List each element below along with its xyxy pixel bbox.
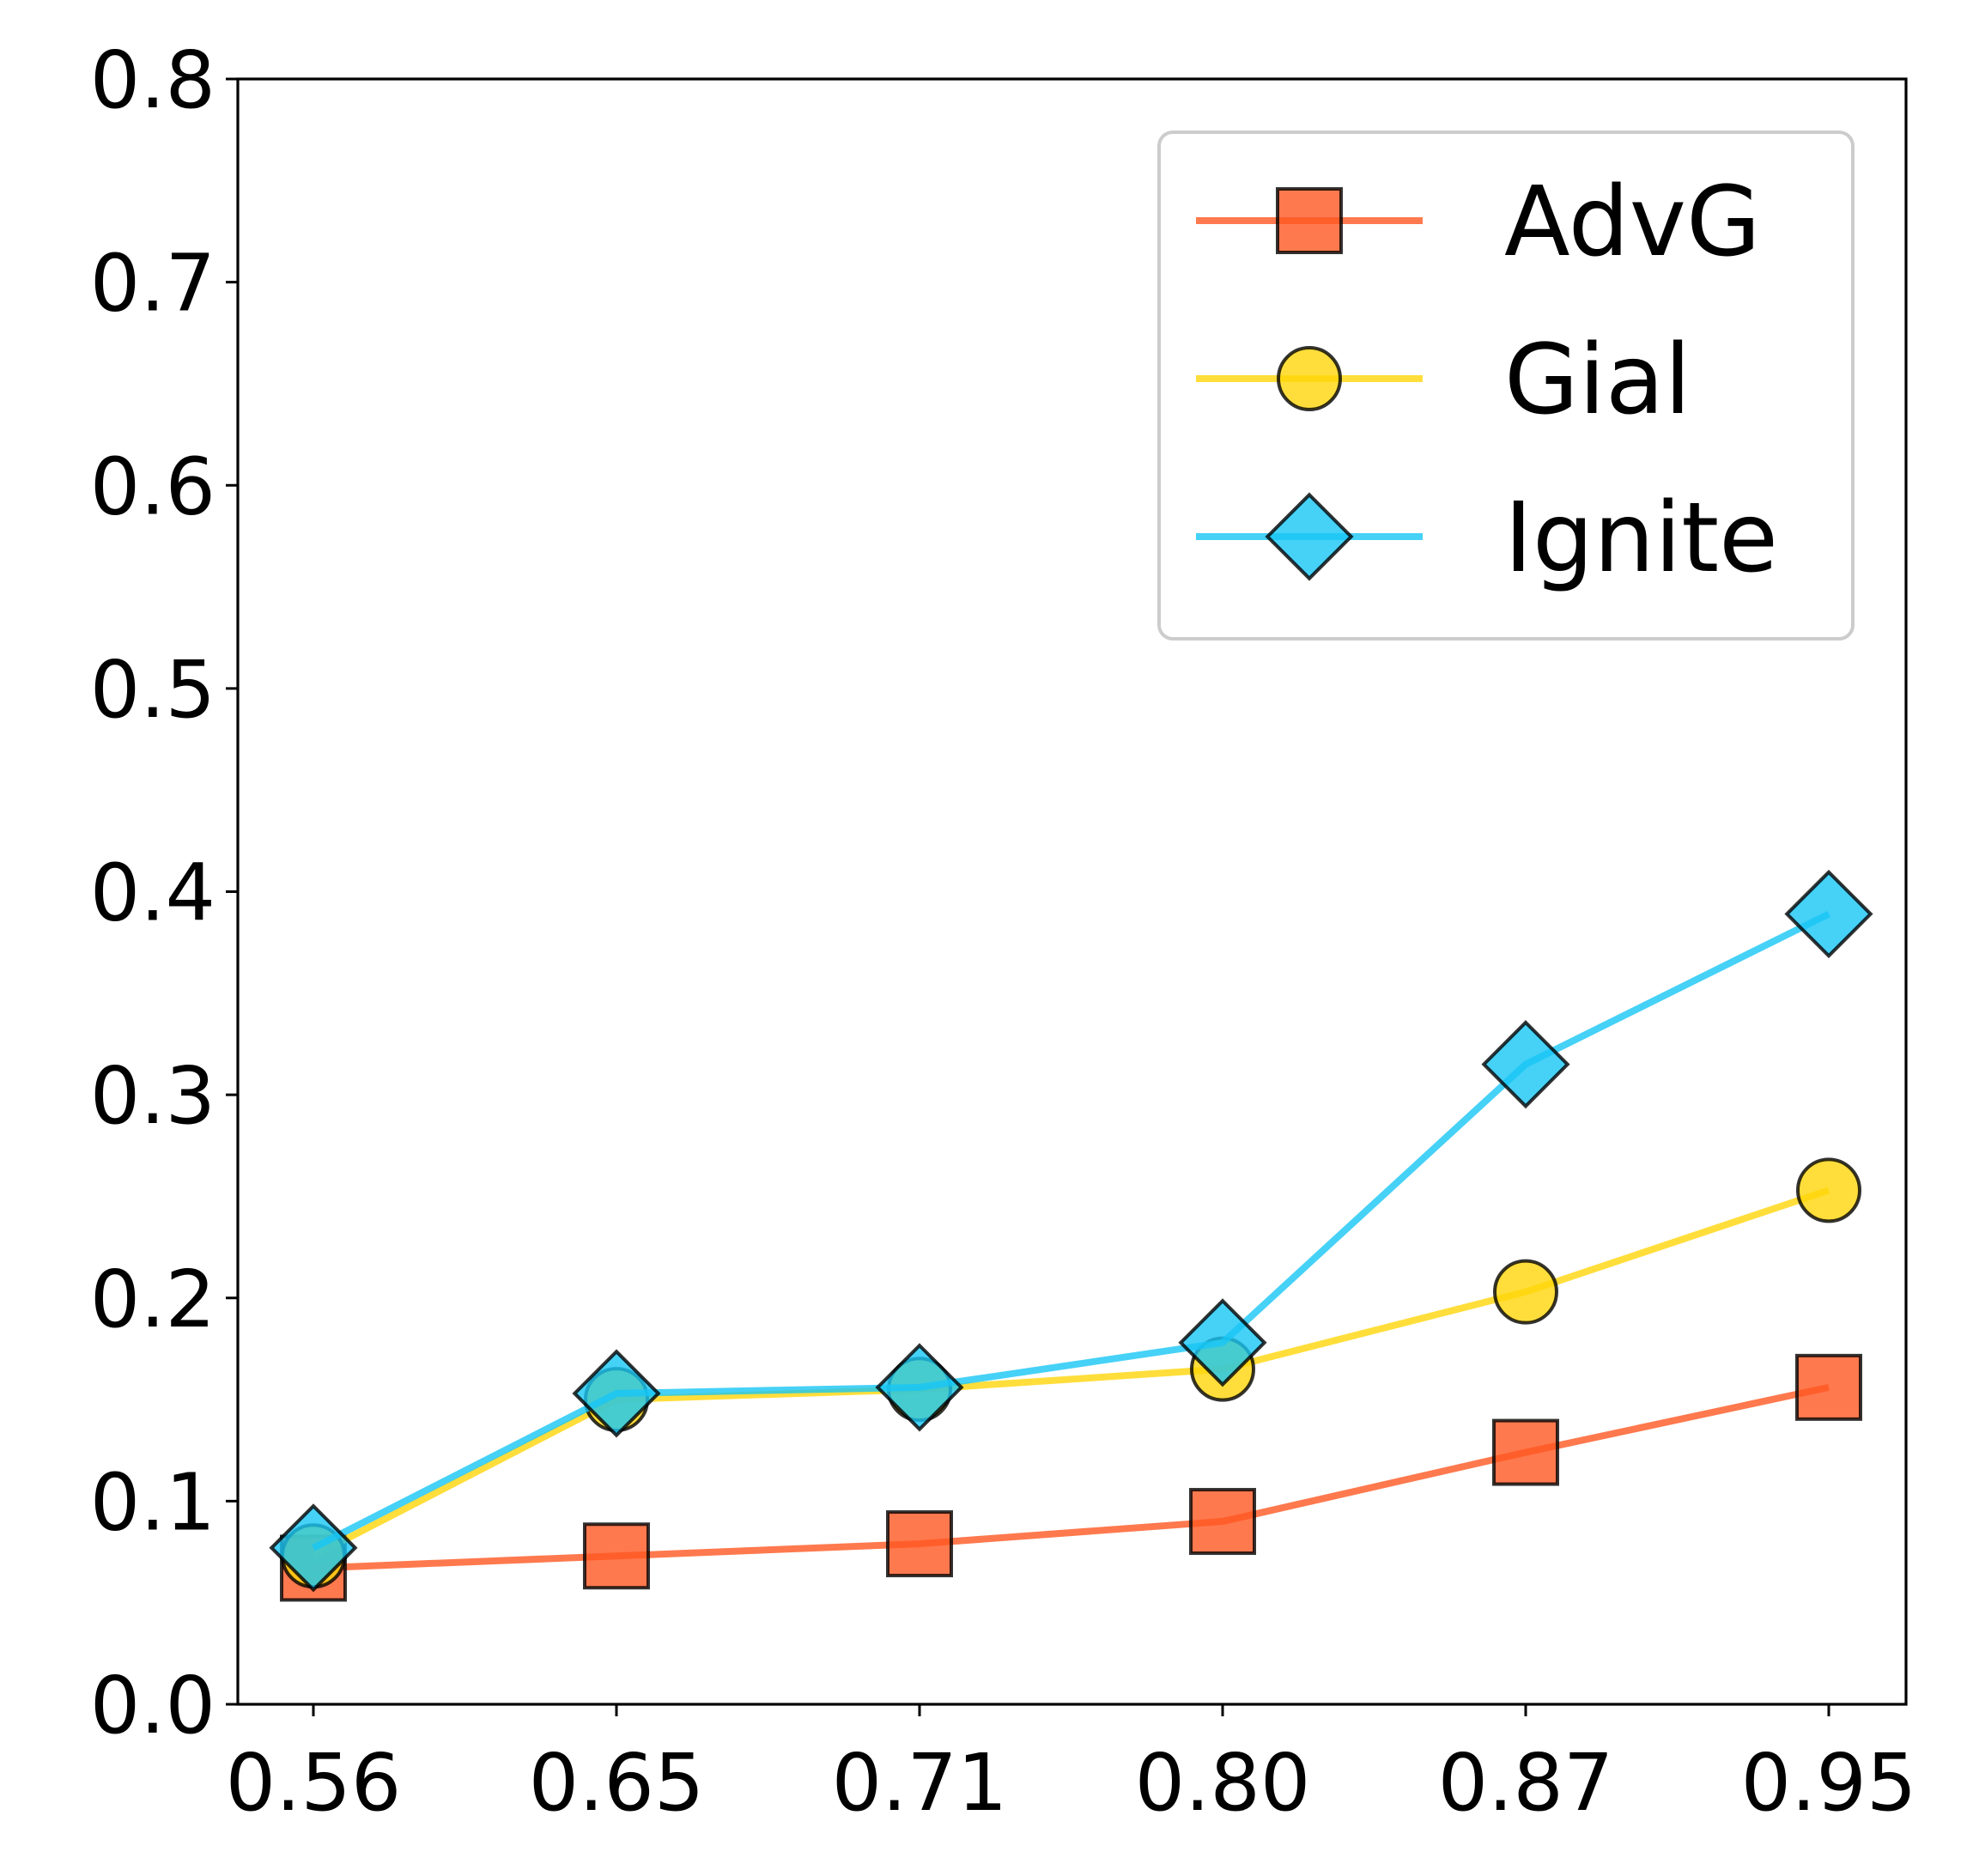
y-tick-label: 0.5: [90, 644, 216, 736]
data-point-ignite: [269, 1503, 358, 1593]
legend-item-gial: Gial: [1196, 325, 1691, 436]
data-point-advg: [1795, 1353, 1862, 1421]
data-point-advg: [583, 1522, 650, 1590]
y-tick-label: 0.4: [90, 847, 216, 939]
data-point-ignite: [875, 1343, 964, 1432]
legend-marker-gial: [1277, 346, 1342, 411]
x-tick-label: 0.87: [1438, 1737, 1614, 1829]
data-point-ignite: [1481, 1020, 1570, 1109]
legend-label-gial: Gial: [1504, 325, 1691, 436]
data-point-advg: [1492, 1418, 1559, 1486]
legend: AdvG Gial Ignite: [1157, 131, 1855, 641]
y-tick-label: 0.6: [90, 440, 216, 532]
axes: 0.0 0.1 0.2 0.3 0.4 0.5 0.6 0.7 0.8 0.56 0.65 0.71 0…: [90, 34, 1917, 1829]
series-line-gial: [312, 1187, 1830, 1559]
y-tick-label: 0.0: [90, 1660, 216, 1752]
x-tick-label: 0.71: [832, 1737, 1008, 1829]
x-tick-label: 0.95: [1741, 1737, 1917, 1829]
plot-frame: [236, 77, 1908, 1706]
series-line-advg: [313, 1383, 1830, 1572]
series-ignite: [269, 869, 1873, 1593]
data-point-gial: [1493, 1259, 1558, 1325]
y-tick-label: 0.8: [90, 34, 216, 126]
plot-series: [269, 869, 1873, 1602]
x-tick-label: 0.56: [226, 1737, 402, 1829]
legend-box: [1157, 131, 1855, 641]
data-point-ignite: [572, 1349, 661, 1438]
data-point-advg: [886, 1510, 953, 1578]
y-tick-label: 0.1: [90, 1456, 216, 1548]
data-point-gial: [1796, 1157, 1861, 1223]
y-tick-label: 0.3: [90, 1050, 216, 1142]
x-tick-label: 0.65: [529, 1737, 705, 1829]
y-tick-label: 0.7: [90, 238, 216, 330]
legend-item-ignite: Ignite: [1196, 483, 1778, 594]
legend-label-advg: AdvG: [1504, 167, 1761, 278]
y-tick-label: 0.2: [90, 1254, 216, 1345]
data-point-ignite: [1178, 1298, 1267, 1387]
series-line-ignite: [312, 910, 1830, 1551]
legend-marker-ignite: [1265, 492, 1354, 581]
legend-item-advg: AdvG: [1196, 167, 1761, 278]
x-tick-label: 0.80: [1135, 1737, 1311, 1829]
legend-label-ignite: Ignite: [1504, 483, 1778, 594]
legend-marker-advg: [1276, 187, 1343, 254]
data-point-advg: [1189, 1488, 1256, 1556]
data-point-ignite: [1784, 869, 1873, 959]
